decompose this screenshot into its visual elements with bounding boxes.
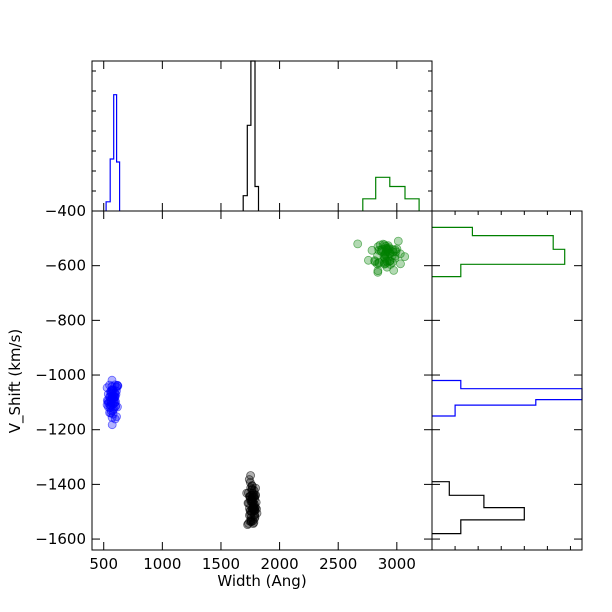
scatter-point (363, 255, 373, 265)
scatter-point (388, 247, 398, 257)
x-tick-label: 2000 (260, 555, 298, 573)
scatter-point (390, 251, 400, 261)
scatter-point (353, 239, 363, 249)
scatter-point (367, 245, 377, 255)
scatter-point (248, 503, 258, 513)
width-histogram-outline (242, 60, 260, 211)
x-tick-label: 500 (89, 555, 118, 573)
scatter-point (113, 380, 122, 390)
axis-ticks: 500 1000 1500 2000 2500 3000 −1600 −1400 −1200 −1… (35, 61, 582, 573)
vshift-histogram-outline (432, 226, 566, 278)
x-tick-label: 1000 (143, 555, 181, 573)
y-tick-label: −1400 (35, 475, 86, 493)
scatter-point (396, 259, 405, 269)
scatter-plot-frame (91, 210, 433, 551)
scatter-point (106, 386, 116, 396)
scatter-point (244, 475, 254, 484)
scatter-point (107, 375, 117, 385)
scatter-point (389, 265, 399, 275)
scatter-point (110, 414, 120, 424)
scatter-point (373, 267, 383, 277)
scatter-point (376, 245, 386, 255)
top-histogram (105, 60, 420, 211)
vshift-histogram-outline (432, 379, 583, 417)
scatter-plot-area (102, 236, 410, 529)
x-axis-label: Width (Ang) (217, 572, 306, 590)
x-tick-label: 3000 (378, 555, 416, 573)
y-tick-label: −800 (45, 311, 86, 329)
scatter-point (243, 519, 253, 528)
width-histogram-outline (105, 94, 121, 211)
scatter-point (400, 252, 410, 262)
scatter-point (370, 257, 380, 267)
x-tick-label: 2500 (319, 555, 357, 573)
y-tick-label: −1000 (35, 366, 86, 384)
y-tick-label: −400 (45, 202, 86, 220)
x-tick-label: 1500 (202, 555, 240, 573)
y-tick-label: −1600 (35, 530, 86, 548)
y-axis-label: V_Shift (km/s) (6, 329, 25, 434)
scatter-point (383, 241, 393, 251)
right-histogram (432, 226, 583, 535)
scatter-point (108, 409, 118, 419)
scatter-point (249, 511, 259, 520)
vshift-histogram-outline (432, 481, 525, 535)
scatter-point (111, 401, 120, 411)
scatter-point (248, 516, 258, 526)
y-tick-label: −1200 (35, 421, 86, 439)
scatter-point (393, 236, 403, 246)
width-histogram-outline (362, 176, 420, 211)
scatter-point (251, 483, 261, 493)
scatter-point (250, 494, 260, 504)
y-tick-label: −600 (45, 257, 86, 275)
scatter-point (242, 488, 252, 498)
scatter-point (249, 490, 259, 500)
scatter-point (380, 259, 389, 269)
